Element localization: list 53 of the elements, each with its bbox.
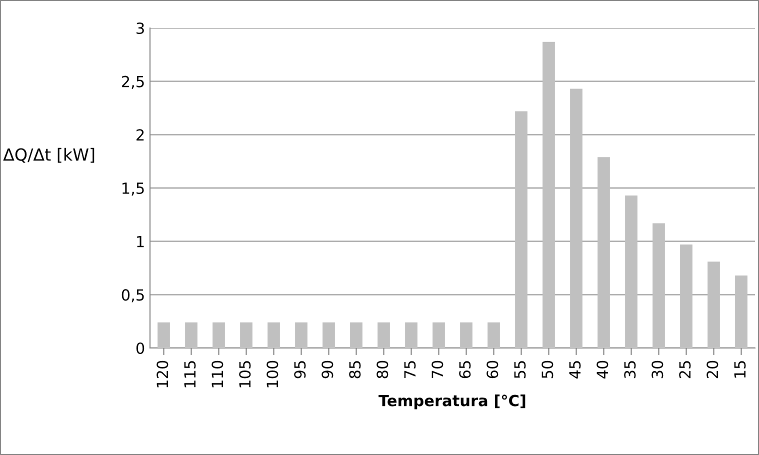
y-tick-label: 1: [137, 236, 144, 248]
x-tick-label: 110: [212, 360, 224, 388]
x-tick-label: 115: [184, 361, 196, 388]
bar: [350, 322, 362, 348]
bar: [268, 322, 280, 348]
y-tick-label: 3: [136, 22, 144, 34]
bar: [378, 322, 390, 348]
x-tick-label: 80: [376, 360, 388, 378]
y-tick-label: 2: [136, 129, 144, 140]
bar: [570, 88, 582, 348]
bar: [542, 42, 555, 348]
y-tick-label: 1,5: [122, 182, 144, 196]
x-tick-label: 30: [652, 360, 664, 378]
x-tick-label: 120: [156, 360, 168, 388]
x-tick-label: 90: [322, 360, 334, 378]
x-tick-label: 15: [734, 361, 746, 378]
x-tick-label: 55: [514, 361, 526, 378]
y-tick-label: 2,5: [122, 76, 144, 89]
bar: [212, 322, 225, 348]
x-tick-label: 40: [596, 360, 608, 378]
bar: [735, 275, 748, 348]
x-axis-title: Temperatura [°C]: [378, 394, 526, 410]
x-tick-label: 35: [624, 361, 636, 378]
x-tick-label: 75: [404, 361, 416, 378]
bar: [158, 322, 170, 348]
x-tick-label: 25: [679, 361, 691, 378]
bar: [652, 223, 665, 348]
bar: [240, 322, 252, 348]
bar: [185, 322, 198, 348]
bar: [680, 244, 692, 348]
x-tick-label: 105: [239, 361, 251, 388]
x-tick-label: 60: [486, 360, 498, 378]
y-axis-title: ΔQ/Δt [kW]: [3, 148, 94, 163]
x-tick-label: 65: [459, 361, 471, 378]
bar: [515, 111, 528, 348]
y-tick-label: 0,5: [122, 289, 144, 302]
x-tick-label: 70: [432, 360, 444, 378]
x-tick-label: 20: [706, 360, 718, 378]
bar: [295, 322, 308, 348]
y-tick-label: 0: [136, 342, 144, 354]
bar: [460, 322, 472, 348]
bar: [708, 262, 720, 348]
x-tick-label: 95: [294, 361, 306, 378]
bar: [488, 322, 500, 348]
bar: [432, 322, 445, 348]
x-tick-label: 50: [542, 360, 554, 378]
bar: [322, 322, 335, 348]
x-tick-label: 45: [569, 361, 581, 378]
x-tick-label: 100: [266, 360, 278, 388]
bar: [598, 157, 610, 348]
bar: [625, 195, 638, 348]
bar: [405, 322, 418, 348]
x-tick-label: 85: [349, 361, 361, 378]
